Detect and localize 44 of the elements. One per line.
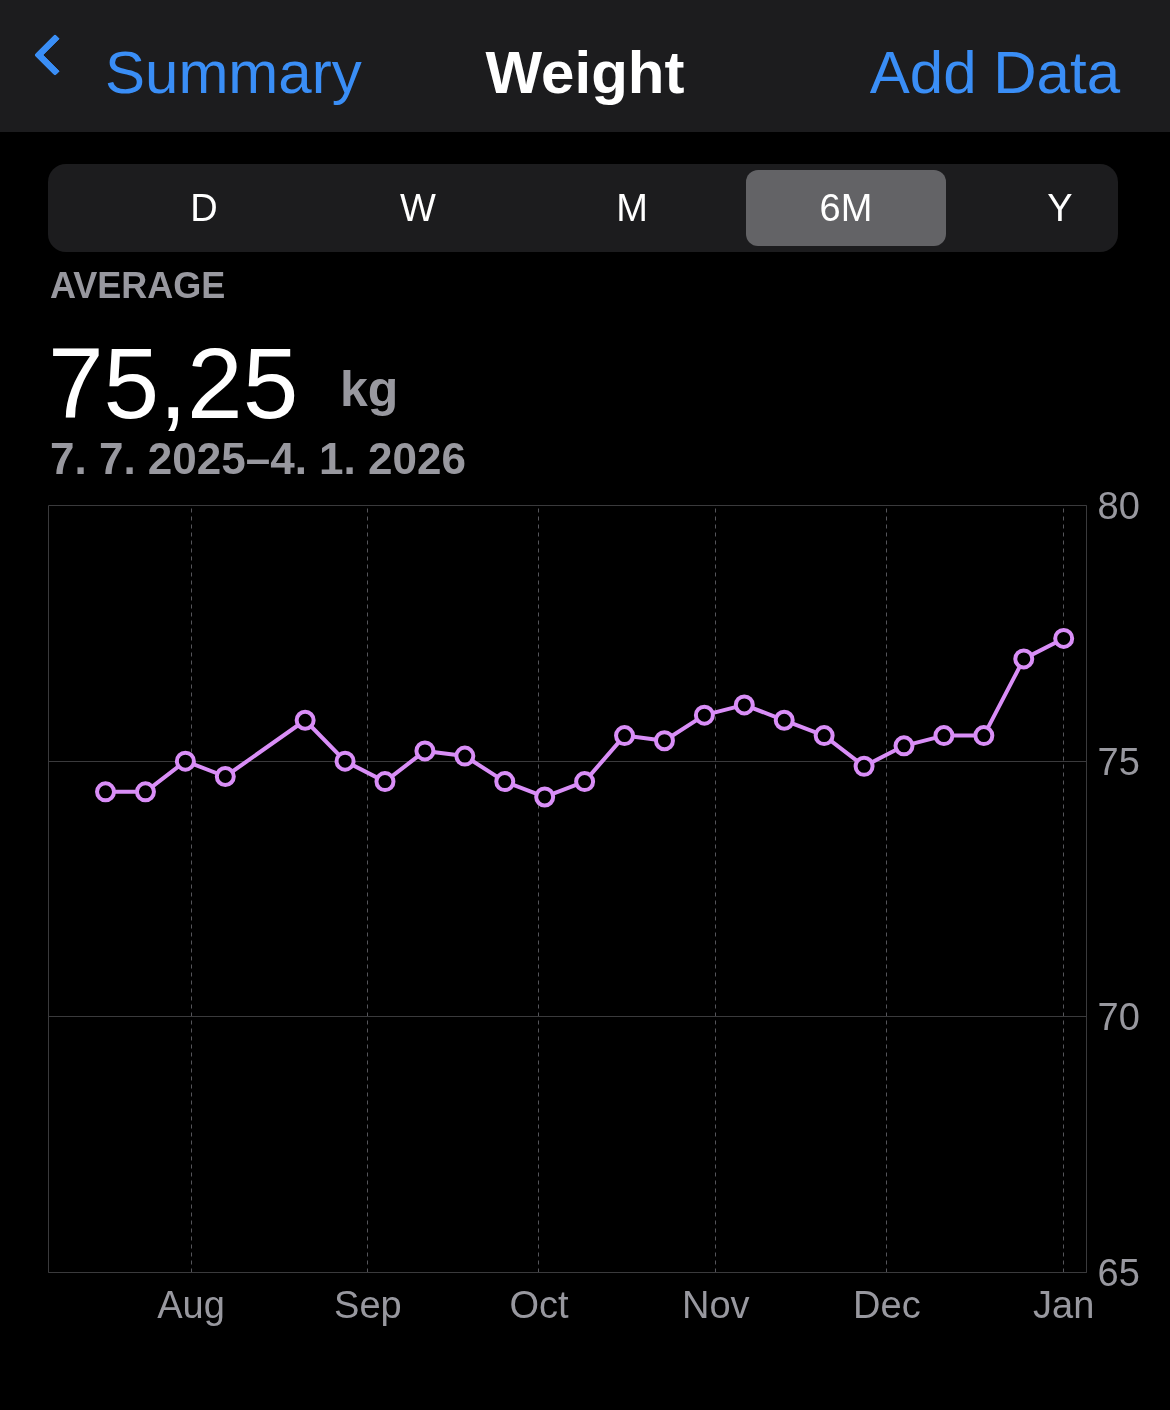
text: AVERAGE — [50, 264, 226, 308]
point — [693, 704, 715, 726]
text: W — [399, 186, 437, 231]
text: D — [189, 186, 219, 231]
point — [494, 771, 516, 793]
y-tick-label: 70 — [1097, 996, 1140, 1039]
point — [653, 730, 675, 752]
text: kg — [340, 360, 399, 419]
point — [294, 709, 316, 731]
point — [813, 725, 835, 747]
y-tick-label: 75 — [1097, 740, 1140, 783]
text: Y — [1046, 186, 1074, 231]
chart-title: Weight — [485, 39, 685, 106]
point — [454, 745, 476, 767]
y-tick-label: 80 — [1097, 485, 1140, 527]
point — [374, 771, 396, 793]
text: Add Data — [869, 38, 1120, 108]
point — [174, 750, 196, 772]
point — [534, 786, 556, 808]
point — [893, 735, 915, 757]
point — [973, 725, 995, 747]
x-tick-label: Dec — [853, 1283, 921, 1326]
x-tick-label: Aug — [157, 1283, 225, 1326]
x-tick-label: Sep — [334, 1283, 402, 1326]
point — [214, 766, 236, 787]
text: 6M — [746, 170, 946, 246]
text: M — [615, 186, 649, 231]
point — [574, 771, 596, 793]
point — [614, 725, 636, 747]
point — [1013, 648, 1035, 670]
x-tick-label: Nov — [682, 1283, 750, 1326]
point — [414, 740, 436, 762]
text: Summary — [105, 38, 362, 108]
x-tick-label: Oct — [509, 1283, 569, 1326]
x-tick-label: Jan — [1033, 1283, 1095, 1326]
point — [733, 694, 755, 716]
point — [773, 709, 795, 731]
point — [134, 781, 156, 803]
point — [933, 725, 955, 747]
y-tick-label: 65 — [1097, 1252, 1140, 1294]
point — [853, 755, 875, 777]
point — [1053, 627, 1075, 649]
point — [95, 781, 117, 803]
point — [334, 750, 356, 772]
